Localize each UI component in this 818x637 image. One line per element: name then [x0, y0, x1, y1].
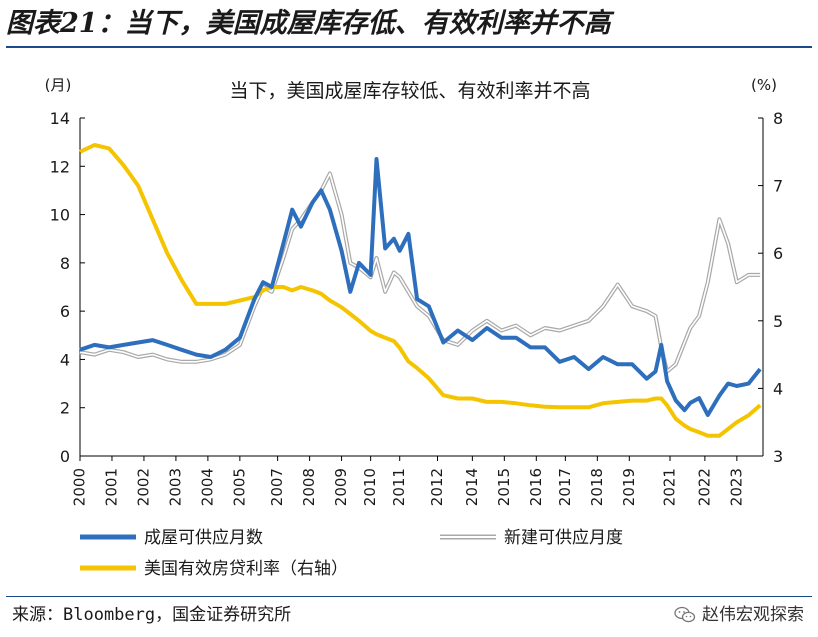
x-tick-label: 2019	[620, 468, 638, 506]
x-tick-label: 2017	[556, 468, 574, 506]
right-tick-label: 8	[773, 109, 783, 128]
left-axis-unit: (月)	[45, 76, 72, 94]
x-tick-label: 2003	[166, 468, 184, 506]
right-axis-unit: (%)	[751, 76, 777, 94]
x-tick-label: 2002	[134, 468, 152, 506]
legend-label: 美国有效房贷利率（右轴）	[144, 559, 348, 579]
figure-title: 图表21：当下，美国成屋库存低、有效利率并不高	[6, 8, 611, 39]
wechat-icon	[674, 606, 696, 623]
footer-rule	[6, 596, 812, 597]
x-tick-label: 2021	[660, 468, 678, 506]
left-tick-label: 14	[50, 109, 70, 128]
x-tick-label: 2016	[527, 468, 545, 506]
right-tick-label: 3	[773, 447, 783, 466]
x-tick-label: 2010	[361, 468, 379, 506]
x-tick-label: 2005	[230, 468, 248, 506]
left-tick-label: 10	[50, 206, 70, 225]
left-tick-label: 8	[60, 254, 70, 273]
legend-label: 新建可供应月度	[504, 528, 623, 548]
x-tick-label: 2014	[463, 468, 481, 506]
legend-label: 成屋可供应月数	[144, 528, 263, 548]
left-tick-label: 6	[60, 302, 70, 321]
x-tick-label: 2011	[390, 468, 408, 506]
left-tick-label: 2	[60, 399, 70, 418]
watermark-text: 赵伟宏观探索	[702, 605, 804, 625]
left-tick-label: 4	[60, 350, 70, 369]
chart-title: 当下，美国成屋库存较低、有效利率并不高	[229, 80, 590, 102]
right-tick-label: 7	[773, 177, 783, 196]
series-existing-home-supply	[79, 157, 762, 417]
x-tick-label: 2023	[727, 468, 745, 506]
series-layer	[79, 143, 762, 438]
x-tick-label: 2004	[198, 468, 216, 506]
title-rule	[6, 46, 812, 48]
x-tick-label: 2000	[71, 468, 89, 506]
watermark: 赵伟宏观探索	[674, 604, 804, 626]
chart: 当下，美国成屋库存较低、有效利率并不高 (月) (%) 0 2 4 6 8 10 12 14 3…	[45, 76, 784, 579]
x-tick-label: 2018	[588, 468, 606, 506]
right-tick-label: 6	[773, 244, 783, 263]
right-tick-label: 5	[773, 312, 783, 331]
series-new-home-supply-inner	[79, 172, 761, 373]
x-tick-label: 2007	[268, 468, 286, 506]
x-tick-label: 2022	[695, 468, 713, 506]
x-tick-label: 2015	[495, 468, 513, 506]
right-tick-label: 4	[773, 379, 783, 398]
x-tick-label: 2009	[332, 468, 350, 506]
source-note: 来源：Bloomberg，国金证券研究所	[12, 605, 292, 625]
series-new-home-supply	[79, 171, 761, 374]
left-tick-label: 12	[50, 157, 70, 176]
left-tick-label: 0	[60, 447, 70, 466]
x-tick-label: 2001	[102, 468, 120, 506]
axes: 0 2 4 6 8 10 12 14 3 4 5 6 7 8 2000 2001 2002 2003 2004 200…	[50, 109, 784, 506]
x-tick-label: 2008	[300, 468, 318, 506]
series-mortgage-rate	[79, 143, 762, 438]
x-tick-label: 2012	[428, 468, 446, 506]
